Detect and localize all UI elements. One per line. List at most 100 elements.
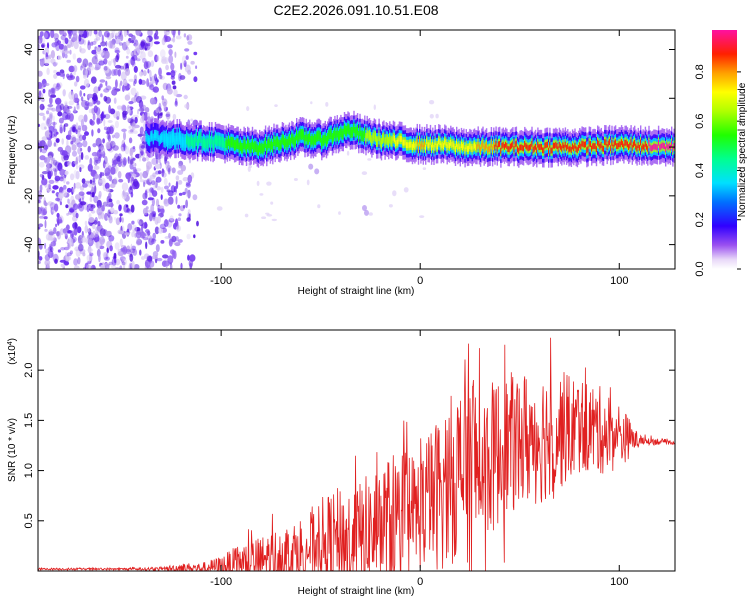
noise-speckle — [172, 37, 176, 43]
ridge-cell — [153, 132, 156, 139]
noise-speckle — [74, 221, 78, 230]
noise-speckle — [115, 217, 121, 226]
ridge-cell — [192, 140, 194, 147]
ridge-cell — [489, 146, 491, 152]
noise-speckle — [107, 209, 111, 218]
ridge-cell — [602, 145, 605, 152]
noise-speckle — [121, 217, 124, 223]
noise-speckle — [72, 53, 77, 60]
noise-speckle — [155, 150, 158, 160]
ridge-cell — [522, 145, 525, 152]
ridge-cell — [184, 139, 187, 146]
ridge-cell — [220, 139, 223, 145]
spectrogram-xlabel: Height of straight line (km) — [298, 286, 415, 297]
ridge-cell — [559, 143, 562, 150]
noise-speckle — [152, 216, 156, 222]
ridge-cell — [397, 138, 399, 145]
noise-speckle — [70, 195, 75, 205]
noise-speckle — [88, 204, 91, 209]
noise-speckle — [39, 103, 45, 111]
ridge-cell — [536, 147, 538, 154]
noise-speckle — [422, 167, 427, 171]
noise-speckle — [44, 202, 48, 207]
ridge-cell — [331, 135, 334, 142]
noise-speckle — [155, 157, 159, 165]
ridge-cell — [170, 136, 172, 143]
noise-speckle — [106, 171, 110, 180]
ridge-cell — [146, 135, 149, 142]
noise-speckle — [142, 157, 147, 162]
noise-speckle — [130, 51, 133, 55]
ridge-cell — [611, 139, 613, 146]
ridge-cell — [210, 141, 212, 148]
ridge-cell — [321, 140, 323, 147]
noise-speckle — [89, 157, 93, 166]
noise-speckle — [116, 156, 122, 162]
noise-speckle — [174, 100, 178, 107]
noise-speckle — [48, 89, 51, 97]
ridge-cell — [460, 142, 463, 148]
noise-speckle — [151, 180, 156, 186]
ridge-cell — [663, 143, 666, 150]
noise-speckle — [163, 198, 170, 207]
noise-speckle — [144, 232, 150, 237]
ridge-cell — [629, 142, 631, 149]
noise-speckle — [100, 146, 106, 155]
ridge-cell — [659, 144, 661, 151]
ridge-cell — [311, 136, 313, 143]
noise-speckle — [54, 175, 61, 182]
noise-speckle — [192, 194, 198, 201]
noise-speckle — [361, 171, 368, 176]
noise-speckle — [346, 150, 350, 156]
ridge-cell — [313, 136, 316, 143]
ridge-cell — [587, 146, 589, 153]
noise-speckle — [134, 169, 138, 175]
noise-speckle — [121, 182, 129, 191]
noise-speckle — [164, 30, 169, 36]
ridge-cell — [660, 143, 662, 150]
ridge-cell — [672, 146, 674, 153]
ridge-cell — [514, 141, 516, 148]
noise-speckle — [66, 252, 72, 257]
ridge-cell — [290, 140, 292, 146]
ridge-cell — [372, 135, 374, 141]
noise-speckle — [46, 110, 50, 115]
noise-speckle — [111, 178, 118, 185]
noise-speckle — [126, 48, 131, 55]
noise-speckle — [96, 117, 101, 125]
ridge-cell — [594, 143, 596, 150]
snr-ylabel: SNR (10 * v/v) — [7, 418, 18, 482]
ridge-cell — [150, 133, 152, 140]
noise-speckle — [69, 72, 73, 79]
noise-speckle — [157, 215, 161, 224]
noise-speckle — [161, 168, 165, 178]
noise-speckle — [104, 50, 110, 59]
ridge-cell — [666, 142, 668, 149]
ridge-cell — [661, 142, 663, 149]
noise-speckle — [38, 70, 43, 77]
noise-speckle — [89, 196, 93, 203]
noise-speckle — [93, 86, 99, 94]
ridge-cell — [490, 141, 493, 148]
noise-speckle — [127, 176, 130, 184]
ridge-cell — [147, 137, 150, 144]
noise-speckle — [147, 197, 154, 201]
noise-speckle — [174, 51, 177, 58]
noise-speckle — [84, 225, 89, 234]
ridge-cell — [528, 144, 531, 151]
ridge-cell — [470, 143, 472, 150]
noise-speckle — [182, 204, 186, 209]
noise-speckle — [56, 216, 63, 224]
ridge-cell — [276, 138, 279, 145]
noise-speckle — [125, 68, 130, 76]
noise-speckle — [87, 145, 91, 153]
ridge-cell — [408, 142, 410, 149]
noise-speckle — [38, 190, 43, 194]
ridge-cell — [316, 133, 318, 140]
noise-speckle — [149, 76, 152, 82]
noise-speckle — [76, 57, 82, 64]
noise-speckle — [125, 55, 129, 59]
noise-speckle — [62, 228, 68, 234]
ridge-cell — [155, 132, 157, 139]
ridge-cell — [171, 134, 174, 141]
